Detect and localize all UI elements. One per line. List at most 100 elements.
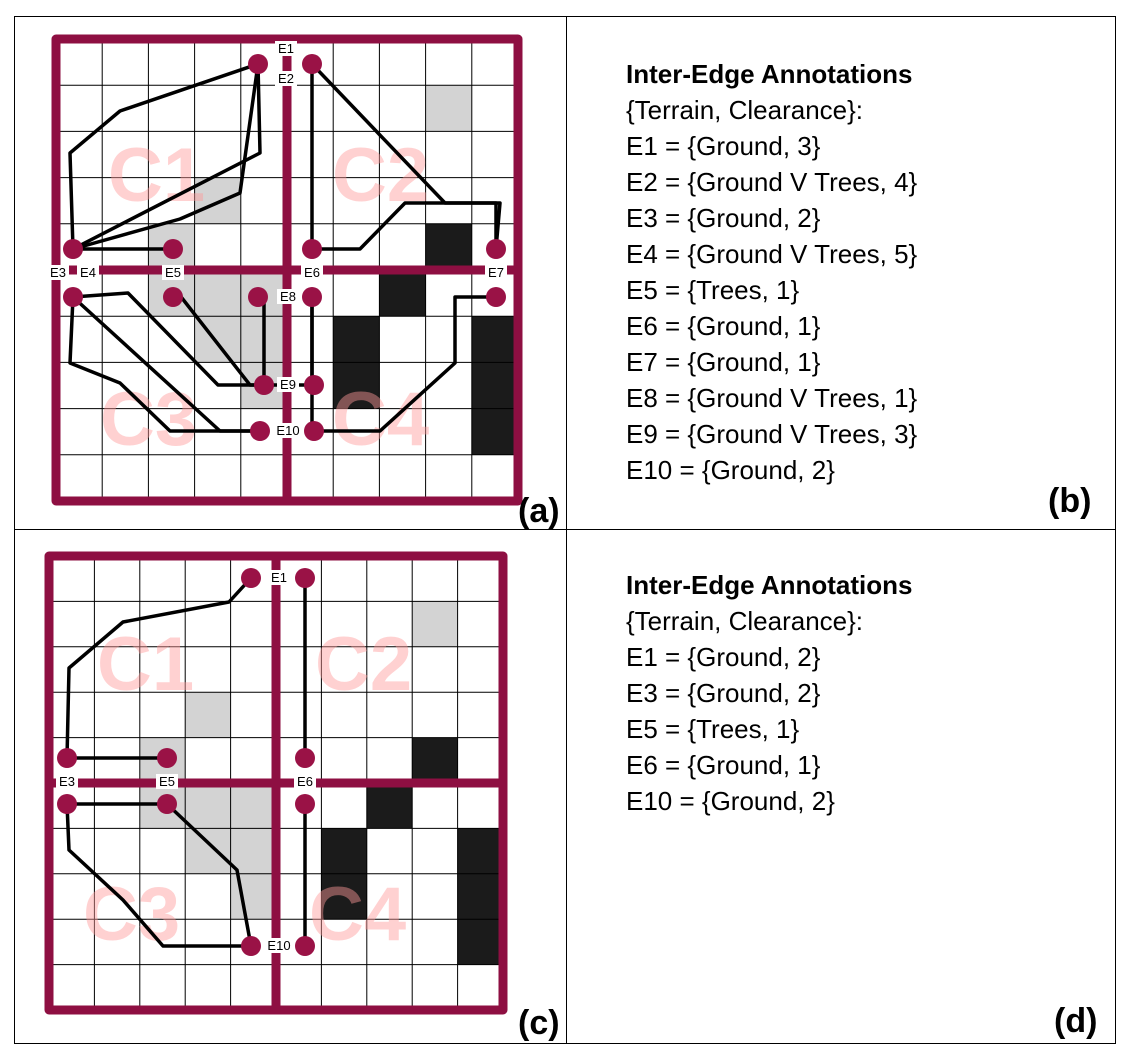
intra-edge-path: [165, 802, 253, 947]
intra-edge-path: [65, 803, 251, 948]
edge-label: E6: [304, 265, 320, 280]
abstract-node: [157, 794, 177, 814]
intra-edge-path: [72, 63, 260, 251]
cluster-label: C1: [108, 133, 205, 218]
abstract-node: [295, 748, 315, 768]
annotation-line: E2 = {Ground V Trees, 4}: [626, 167, 918, 197]
annotations-b: Inter-Edge Annotations {Terrain, Clearan…: [626, 56, 917, 488]
cluster-label: C2: [315, 622, 412, 707]
figure-frame: [14, 16, 1116, 1044]
abstract-node: [163, 239, 183, 259]
panel-c-label: (c): [518, 1004, 560, 1042]
obstacle-cell: [379, 270, 426, 317]
obstacle-cell: [333, 316, 380, 363]
obstacle-cell: [412, 737, 458, 783]
obstacle-cell: [457, 873, 503, 920]
abstract-node: [241, 936, 261, 956]
annotation-line: E10 = {Ground, 2}: [626, 455, 835, 485]
obstacle-cell: [425, 223, 472, 270]
cluster-label: C2: [332, 133, 429, 218]
grid-diagram-c: C1 C2 C3 C4 E1 E3 E5 E6 E10: [44, 551, 508, 1015]
abstract-node: [241, 568, 261, 588]
edge-label-bg: [277, 377, 299, 392]
panel-b-label: (b): [1048, 482, 1092, 520]
panel-a: C1 C2 C3 C4 E1 E2 E3 E4 E5 E6 E7 E8 E9 E10: [50, 33, 530, 509]
trees-cell: [185, 783, 231, 829]
annotation-line: E9 = {Ground V Trees, 3}: [626, 419, 918, 449]
obstacle-cell: [471, 408, 518, 455]
panel-c: C1 C2 C3 C4 E1 E3 E5 E6 E10: [43, 550, 513, 1018]
intra-edge-path: [68, 296, 260, 433]
obstacle-cell: [321, 828, 367, 874]
abstract-node: [302, 239, 322, 259]
abstract-node: [63, 287, 83, 307]
intra-edge-path: [312, 201, 502, 251]
intra-edge-path: [72, 291, 264, 387]
edge-label: E1: [271, 570, 287, 585]
annotation-line: E1 = {Ground, 3}: [626, 131, 821, 161]
obstacle-cell: [471, 316, 518, 363]
annotations-subtitle: {Terrain, Clearance}:: [626, 606, 864, 636]
edge-label-bg: [50, 265, 69, 280]
trees-cell: [412, 601, 458, 647]
edge-label: E2: [278, 71, 294, 86]
panel-d-label: (d): [1054, 1002, 1098, 1040]
annotation-line: E10 = {Ground, 2}: [626, 786, 835, 816]
edge-label-bg: [156, 774, 178, 789]
abstract-node: [254, 375, 274, 395]
annotations-title: Inter-Edge Annotations: [626, 59, 913, 89]
abstract-node: [304, 375, 324, 395]
intra-edge-path: [68, 62, 259, 250]
obstacle-cell: [471, 362, 518, 409]
cluster-label: C3: [100, 377, 197, 462]
abstract-node: [295, 568, 315, 588]
abstract-node: [248, 287, 268, 307]
edge-label: E1: [278, 41, 294, 56]
trees-cell: [185, 692, 231, 738]
cluster-label: C3: [83, 872, 180, 957]
edge-label-bg: [277, 289, 299, 304]
horizontal-divider: [14, 529, 1116, 530]
abstract-node: [486, 287, 506, 307]
edge-label-bg: [275, 71, 297, 86]
edge-label: E7: [488, 265, 504, 280]
panel-a-label: (a): [518, 492, 560, 530]
abstract-node: [63, 239, 83, 259]
edge-label-bg: [162, 265, 184, 280]
intra-edge-path: [314, 295, 496, 433]
edge-label: E10: [267, 938, 290, 953]
edge-label-bg: [273, 423, 303, 438]
edge-label: E5: [159, 774, 175, 789]
intra-edge-path: [65, 576, 253, 759]
abstract-node: [57, 748, 77, 768]
annotation-line: E5 = {Trees, 1}: [626, 714, 800, 744]
edge-label-bg: [485, 265, 507, 280]
abstract-node: [248, 54, 268, 74]
trees-cell: [194, 177, 241, 224]
trees-cell: [425, 85, 472, 132]
vertical-divider: [566, 16, 567, 1044]
intra-edge-path: [310, 297, 314, 387]
annotation-line: E3 = {Ground, 2}: [626, 678, 821, 708]
edge-label-bg: [77, 265, 99, 280]
edge-label: E5: [165, 265, 181, 280]
edge-label-bg: [294, 774, 316, 789]
abstract-node: [250, 421, 270, 441]
edge-label: E4: [80, 265, 96, 280]
obstacle-cell: [333, 362, 380, 409]
annotation-line: E1 = {Ground, 2}: [626, 642, 821, 672]
abstract-node: [57, 794, 77, 814]
grid-diagram-a: C1 C2 C3 C4 E1 E2 E3 E4 E5 E6 E7 E8 E9 E10: [50, 34, 523, 506]
abstract-node: [157, 748, 177, 768]
cluster-label: C1: [97, 622, 194, 707]
annotations-d: Inter-Edge Annotations {Terrain, Clearan…: [626, 567, 912, 819]
annotations-title: Inter-Edge Annotations: [626, 570, 913, 600]
edge-label: E8: [280, 289, 296, 304]
cluster-label: C4: [332, 377, 429, 462]
edge-label-bg: [301, 265, 323, 280]
edge-label: E3: [50, 265, 66, 280]
annotations-subtitle: {Terrain, Clearance}:: [626, 95, 864, 125]
annotation-line: E7 = {Ground, 1}: [626, 347, 821, 377]
trees-cell: [230, 783, 276, 829]
obstacle-cell: [321, 873, 367, 920]
